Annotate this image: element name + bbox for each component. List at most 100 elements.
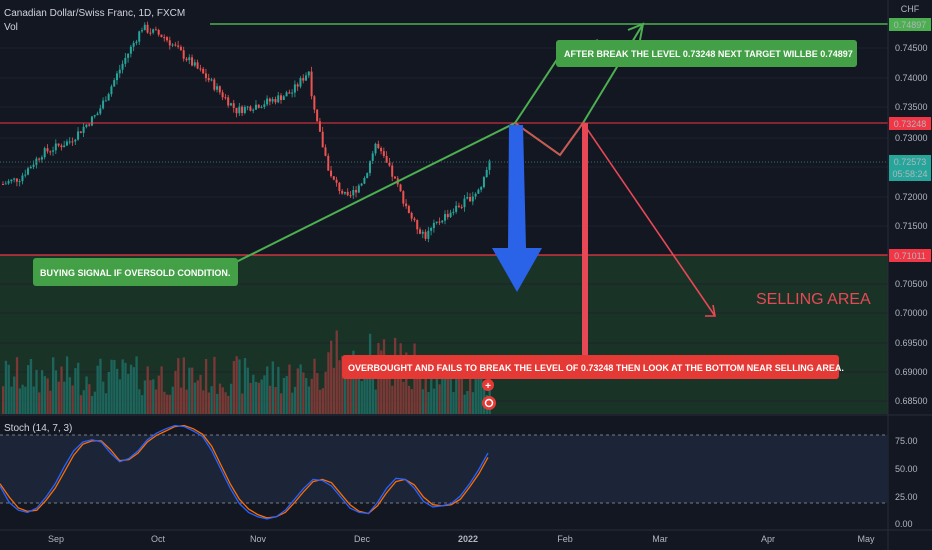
- candle-body: [419, 229, 421, 234]
- volume-bar: [177, 358, 180, 414]
- stoch-tick: 25.00: [895, 492, 918, 502]
- price-tick: 0.69000: [895, 367, 928, 377]
- volume-bar: [71, 385, 74, 414]
- candle-body: [488, 160, 491, 170]
- candle-body: [374, 143, 377, 154]
- volume-bar: [38, 392, 41, 414]
- candle-body: [407, 206, 410, 213]
- candle-body: [129, 46, 132, 54]
- candle-body: [399, 184, 402, 192]
- candle-body: [349, 195, 352, 197]
- volume-bar: [302, 372, 305, 414]
- volume-bar: [441, 370, 444, 414]
- candle-body: [305, 75, 308, 81]
- volume-bar: [407, 385, 411, 414]
- price-tick: 0.70000: [895, 308, 928, 318]
- volume-bar: [444, 368, 447, 414]
- time-tick: May: [857, 534, 875, 544]
- volume-bar: [168, 394, 172, 414]
- volume-bar: [360, 381, 363, 414]
- target-callout[interactable]: AFTER BREAK THE LEVEL 0.73248 NEXT TARGE…: [556, 40, 857, 67]
- candle-body: [452, 211, 455, 213]
- candle-body: [127, 53, 130, 58]
- volume-bar: [366, 362, 369, 414]
- volume-bar: [2, 386, 5, 414]
- candle-body: [343, 191, 346, 194]
- volume-bar: [232, 361, 236, 414]
- candle-body: [171, 44, 174, 46]
- candle-body: [152, 29, 155, 33]
- stoch-tick: 0.00: [895, 519, 913, 529]
- candle-body: [82, 126, 85, 133]
- price-axis: CHF 0.74500 0.74000 0.73500 0.73000 0.72…: [887, 0, 932, 550]
- candle-body: [7, 181, 10, 184]
- blue-down-arrow[interactable]: [492, 125, 542, 292]
- candle-body: [243, 106, 246, 113]
- volume-bar: [480, 368, 483, 414]
- candle-body: [104, 100, 107, 102]
- time-tick: Mar: [652, 534, 668, 544]
- candle-body: [191, 57, 194, 66]
- volume-bar: [218, 383, 222, 414]
- candle-body: [99, 108, 102, 114]
- volume-bar: [79, 395, 83, 414]
- volume-bar: [21, 384, 24, 414]
- candle-body: [13, 178, 16, 180]
- candle-body: [24, 174, 27, 176]
- event-markers[interactable]: +: [482, 379, 496, 410]
- volume-bar: [152, 379, 155, 414]
- candle-body: [341, 190, 344, 194]
- candle-body: [138, 31, 141, 42]
- candle-body: [416, 220, 419, 230]
- buy-signal-callout[interactable]: BUYING SIGNAL IF OVERSOLD CONDITION.: [33, 258, 238, 286]
- candle-body: [202, 68, 205, 74]
- volume-bar: [74, 368, 77, 414]
- volume-bar: [229, 383, 233, 414]
- candle-body: [199, 68, 202, 70]
- volume-bar: [227, 395, 230, 414]
- volume-bar: [285, 376, 288, 414]
- volume-bar: [43, 376, 46, 414]
- volume-bar: [338, 360, 341, 414]
- candle-body: [213, 79, 216, 90]
- volume-bar: [204, 359, 208, 414]
- candle-body: [385, 155, 388, 163]
- candle-body: [113, 80, 116, 87]
- currency-label: CHF: [901, 4, 920, 14]
- candle-body: [57, 143, 60, 146]
- time-axis: Sep Oct Nov Dec 2022 Feb Mar Apr May: [0, 529, 932, 544]
- volume-bar: [207, 392, 211, 414]
- time-tick: Oct: [151, 534, 166, 544]
- candle-body: [413, 218, 416, 221]
- volume-bar: [305, 378, 308, 414]
- candle-body: [405, 203, 408, 207]
- volume-bar: [191, 367, 194, 414]
- stochastic-pane[interactable]: Stoch (14, 7, 3) 50.00 75.00 25.00 0.00: [0, 414, 932, 529]
- candle-body: [446, 214, 449, 218]
- volume-bar: [68, 377, 72, 414]
- candle-body: [482, 177, 485, 188]
- candle-body: [177, 45, 180, 47]
- candle-body: [438, 221, 441, 223]
- candle-body: [135, 41, 138, 43]
- volume-bar: [374, 389, 377, 414]
- volume-bar: [419, 372, 422, 414]
- red-trendlines[interactable]: [514, 121, 716, 317]
- candle-body: [182, 50, 185, 59]
- candle-body: [207, 78, 210, 81]
- candle-body: [107, 94, 110, 101]
- volume-bar: [127, 373, 130, 414]
- sell-callout[interactable]: OVERBOUGHT AND FAILS TO BREAK THE LEVEL …: [342, 355, 844, 379]
- candle-body: [330, 170, 333, 177]
- candle-body: [357, 185, 360, 193]
- candle-body: [435, 221, 438, 223]
- volume-bar: [10, 386, 13, 414]
- candle-body: [102, 100, 105, 109]
- time-tick: Nov: [250, 534, 267, 544]
- candle-body: [63, 145, 66, 148]
- volume-bar: [324, 371, 327, 414]
- volume-bar: [293, 386, 297, 414]
- candle-body: [88, 124, 91, 126]
- candle-body: [43, 148, 46, 158]
